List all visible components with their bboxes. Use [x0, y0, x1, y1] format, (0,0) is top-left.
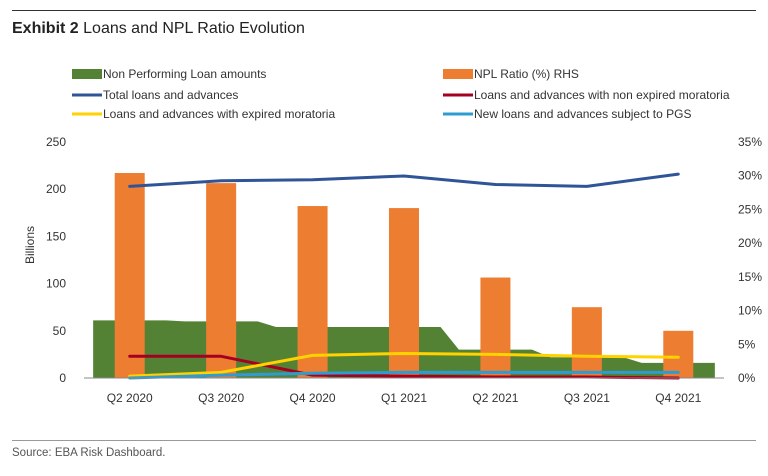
npl-ratio-bar: [571, 307, 602, 378]
y2-tick-label: 30%: [738, 169, 762, 183]
x-tick-label: Q2 2020: [107, 391, 153, 405]
y2-tick-label: 10%: [738, 304, 762, 318]
x-tick-label: Q3 2021: [564, 391, 610, 405]
y-axis-title: Billions: [23, 226, 37, 264]
y2-tick-label: 35%: [738, 135, 762, 149]
y-tick-label: 100: [46, 277, 66, 291]
x-tick-label: Q4 2021: [655, 391, 701, 405]
legend-swatch: [72, 69, 102, 79]
exhibit-title: Exhibit 2 Loans and NPL Ratio Evolution: [12, 20, 305, 38]
y-tick-label: 50: [53, 324, 67, 338]
y2-tick-label: 20%: [738, 236, 762, 250]
npl-ratio-bar: [480, 277, 511, 378]
legend-label: Total loans and advances: [103, 88, 238, 102]
npl-ratio-bar: [663, 330, 694, 378]
x-tick-label: Q1 2021: [381, 391, 427, 405]
pgs-loans-line: [128, 370, 680, 380]
total-loans-line: [128, 172, 680, 188]
top-rule: [12, 10, 756, 11]
expired-moratoria-line: [128, 351, 680, 378]
y-tick-label: 200: [46, 182, 66, 196]
npl-ratio-bar: [114, 173, 145, 378]
legend-label: Loans and advances with non expired mora…: [474, 88, 730, 102]
y2-tick-label: 0%: [738, 371, 756, 385]
npl-ratio-bar: [297, 206, 328, 378]
exhibit-title-text: Loans and NPL Ratio Evolution: [83, 20, 305, 37]
x-tick-label: Q2 2021: [472, 391, 518, 405]
exhibit-number: Exhibit 2: [12, 20, 79, 37]
x-tick-label: Q3 2020: [198, 391, 244, 405]
non-expired-moratoria-line: [128, 354, 680, 380]
y-tick-label: 250: [46, 135, 66, 149]
npl-ratio-bar: [389, 208, 419, 378]
source-note: Source: EBA Risk Dashboard.: [12, 447, 166, 459]
y-tick-label: 0: [59, 371, 66, 385]
legend-label: Non Performing Loan amounts: [103, 67, 266, 81]
y2-tick-label: 15%: [738, 270, 762, 284]
legend-label: NPL Ratio (%) RHS: [474, 67, 579, 81]
x-tick-label: Q4 2020: [290, 391, 336, 405]
npl-ratio-bar: [206, 183, 237, 378]
y2-tick-label: 25%: [738, 202, 762, 216]
y-tick-label: 150: [46, 229, 66, 243]
bottom-rule: [12, 440, 756, 441]
y2-tick-label: 5%: [738, 337, 756, 351]
legend-label: New loans and advances subject to PGS: [474, 107, 691, 121]
legend-label: Loans and advances with expired moratori…: [103, 107, 335, 121]
legend-swatch: [443, 69, 473, 79]
